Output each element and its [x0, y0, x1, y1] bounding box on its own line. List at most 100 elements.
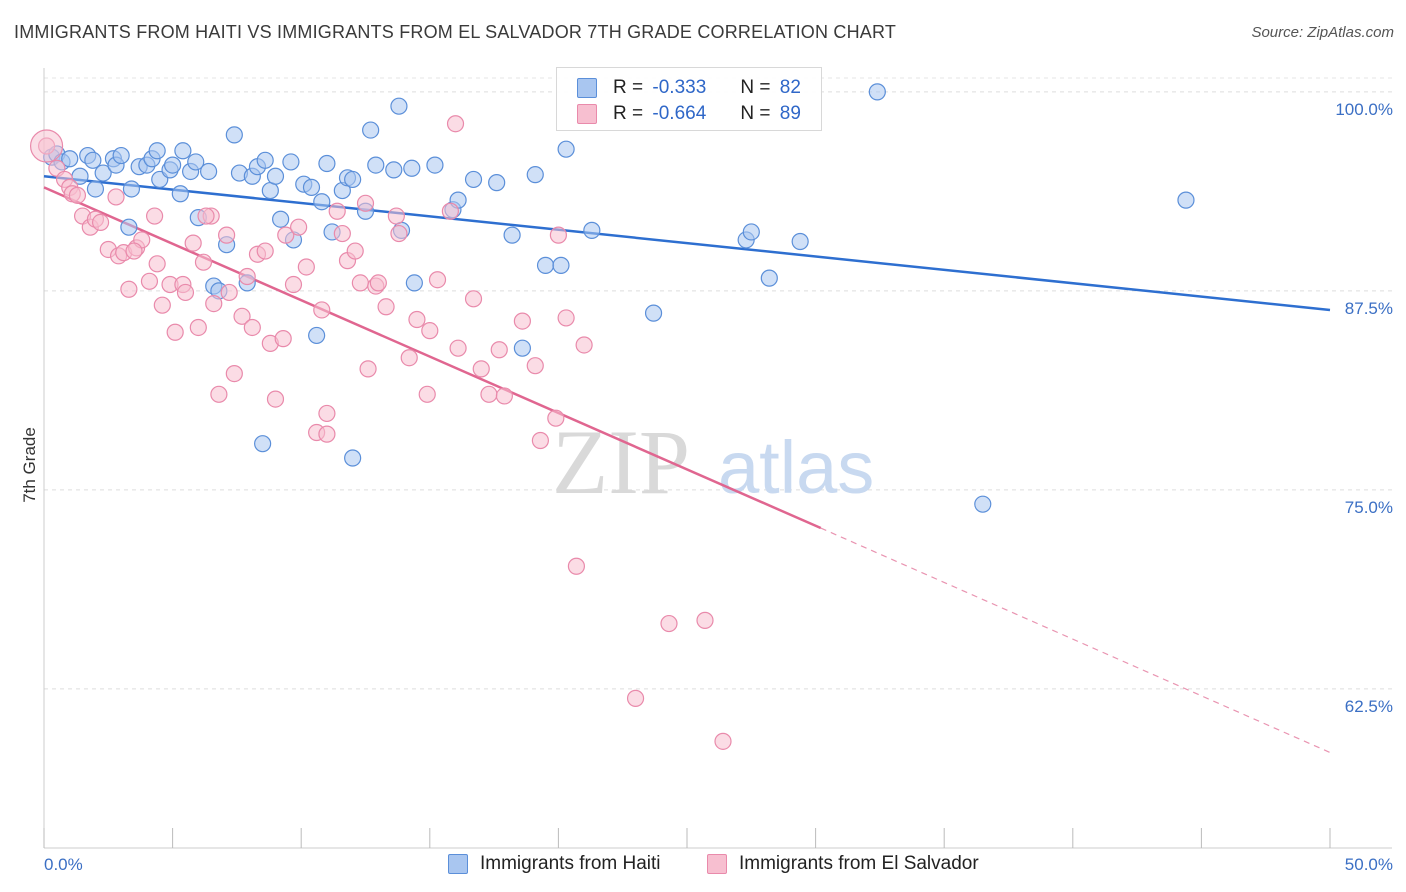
data-point — [148, 142, 166, 160]
data-point — [194, 253, 213, 271]
data-point — [400, 349, 418, 367]
y-tick-label: 62.5% — [1345, 697, 1393, 716]
data-point — [297, 258, 315, 276]
data-point — [418, 385, 436, 403]
data-point — [428, 271, 447, 289]
data-point — [184, 234, 202, 252]
data-point — [333, 224, 351, 243]
data-point — [526, 357, 544, 375]
data-point — [660, 614, 678, 633]
data-point — [84, 151, 102, 169]
data-point — [164, 156, 182, 174]
data-point — [583, 221, 601, 239]
data-point — [495, 387, 513, 405]
data-point — [122, 180, 141, 198]
data-point — [367, 156, 385, 174]
data-point — [125, 242, 143, 260]
data-point — [187, 153, 205, 171]
data-point — [290, 218, 308, 236]
data-point — [238, 267, 256, 286]
data-point — [313, 193, 331, 211]
legend-r-value-haiti: -0.333 — [652, 77, 707, 98]
data-point — [408, 310, 426, 329]
data-point — [145, 207, 164, 225]
data-point — [225, 126, 243, 144]
data-point — [714, 732, 732, 750]
data-point — [302, 178, 321, 196]
x-tick-label-max: 50.0% — [1345, 855, 1393, 874]
legend-r-label: R = — [613, 103, 644, 124]
data-point — [549, 226, 568, 244]
watermark-zip: ZIP — [552, 411, 690, 513]
data-point — [464, 170, 483, 189]
data-point — [531, 431, 549, 450]
data-point — [174, 142, 192, 160]
data-point — [760, 269, 778, 287]
data-point — [490, 341, 508, 359]
data-point — [421, 322, 439, 340]
legend-n-value-el-salvador: 89 — [779, 103, 801, 124]
data-point — [266, 167, 285, 185]
data-point — [328, 202, 346, 220]
data-point — [377, 298, 395, 316]
y-tick-label: 100.0% — [1335, 100, 1393, 119]
x-tick-label-min: 0.0% — [44, 855, 83, 874]
data-point — [390, 224, 408, 243]
y-tick-label: 87.5% — [1345, 299, 1393, 318]
data-point — [362, 121, 380, 139]
data-point — [472, 360, 490, 378]
data-point — [441, 202, 459, 220]
data-point — [356, 194, 375, 212]
data-point — [233, 307, 251, 325]
axes — [43, 68, 1392, 849]
correlation-legend: R = -0.333 N = 82 R = -0.664 N = 89 — [556, 67, 822, 131]
data-point — [94, 164, 112, 182]
data-point — [526, 166, 544, 184]
data-point — [313, 301, 331, 319]
data-point — [644, 304, 663, 322]
data-point — [552, 256, 570, 274]
data-point — [254, 435, 272, 453]
series-label-haiti: Immigrants from Haiti — [480, 853, 661, 874]
y-axis-label: 7th Grade — [20, 427, 39, 503]
data-point — [86, 180, 105, 198]
trend-line-haiti — [43, 175, 1331, 312]
data-point — [480, 385, 498, 403]
data-point — [266, 390, 285, 408]
source-note: Source: ZipAtlas.com — [1251, 24, 1394, 41]
data-point — [308, 326, 326, 345]
data-point — [390, 97, 408, 115]
series-swatch-el-salvador — [707, 854, 727, 874]
trend-lines — [43, 175, 1331, 754]
data-point — [153, 296, 171, 314]
data-point — [385, 161, 403, 179]
data-point — [387, 207, 405, 225]
data-point — [791, 232, 809, 251]
data-point — [464, 290, 483, 308]
data-point — [318, 404, 336, 423]
data-point — [148, 255, 166, 273]
data-point — [218, 226, 236, 244]
data-point — [274, 330, 292, 348]
trend-line-extension — [820, 527, 1331, 754]
data-point — [513, 312, 531, 330]
data-point-cluster — [29, 129, 64, 163]
data-point — [567, 557, 586, 575]
data-point — [68, 186, 87, 204]
data-point — [868, 83, 886, 101]
legend-r-value-el-salvador: -0.664 — [652, 103, 707, 124]
data-point — [536, 256, 555, 274]
tick-labels: 100.0% 87.5% 75.0% 62.5% 0.0% 50.0% — [44, 100, 1393, 874]
series-points-el-salvador — [37, 115, 732, 750]
data-point — [140, 272, 159, 290]
watermark-atlas: atlas — [718, 426, 874, 509]
data-point — [200, 162, 218, 181]
data-point — [426, 156, 444, 174]
data-point — [403, 159, 421, 177]
legend-n-label: N = — [740, 77, 771, 98]
data-point — [405, 274, 423, 292]
data-point — [344, 170, 362, 189]
data-point — [547, 409, 565, 427]
series-swatch-haiti — [448, 854, 468, 874]
